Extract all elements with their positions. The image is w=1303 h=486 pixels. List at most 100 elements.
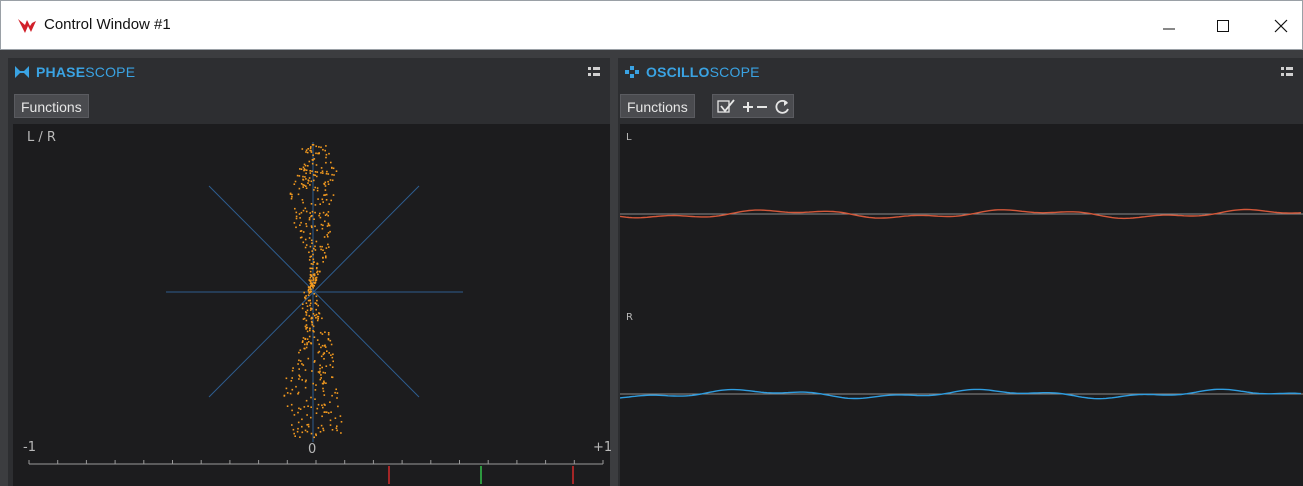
phasescope-plot [28,142,604,484]
phase-dot [307,357,310,360]
panel-menu-icon[interactable] [1281,67,1293,77]
checkbox-check-icon[interactable] [717,99,735,115]
phase-dot [315,434,317,437]
phase-dot [327,338,330,340]
phase-dot [316,319,319,322]
phase-dot [299,436,301,438]
phase-dot [316,339,319,341]
window-title: Control Window #1 [44,16,171,33]
phase-dot [313,293,316,295]
phase-dot [302,364,305,366]
phase-dot [311,285,314,288]
phase-dot [322,427,324,430]
phase-dot [297,391,300,394]
phase-dot [307,423,310,426]
plus-minus-icon[interactable] [741,99,769,115]
phase-dot [315,295,318,298]
phase-dot [314,225,316,228]
phase-dot [319,245,322,248]
phasescope-corner-label: L / R [27,130,56,145]
maximize-button[interactable] [1200,1,1246,51]
phase-dot [293,432,295,435]
phase-dot [310,432,313,435]
phase-dot [303,406,306,408]
phase-dot [327,412,330,414]
phase-dot [324,331,326,333]
phase-dot [294,207,296,210]
phase-dot [315,433,317,435]
phasescope-title-rest: SCOPE [85,64,136,80]
phase-dot [289,392,292,395]
phase-dot [327,243,329,246]
phase-dot [311,159,314,161]
phase-dot [340,432,342,434]
phase-dot [325,199,328,201]
phase-dot [318,146,320,148]
phase-dot [336,425,338,427]
phase-dot [310,203,313,205]
phase-dot [296,174,299,177]
oscilloscope-title: OSCILLOSCOPE [646,64,760,80]
phase-dot [312,325,315,328]
phase-dot [336,429,338,432]
phase-dot [330,199,332,202]
phase-dot [298,374,300,377]
phase-dot [315,313,318,316]
phase-dot [313,273,316,275]
phase-dot [327,224,330,226]
oscilloscope-icon [625,66,639,78]
phase-dot [321,415,323,418]
phase-dot [327,173,330,175]
phase-dot [305,185,307,187]
phase-dot [339,415,342,417]
phase-dot [290,197,293,200]
phase-dot [294,435,296,437]
phase-dot [309,172,312,174]
phase-dot [325,172,328,175]
oscilloscope-header: OSCILLOSCOPE [618,58,1303,86]
phase-dot [297,421,300,424]
phase-dot [317,317,319,320]
refresh-icon[interactable] [773,98,791,116]
phase-dot [313,179,315,182]
phase-dot [334,391,336,394]
phase-dot [316,229,318,232]
phase-dot [312,313,315,315]
phase-dot [305,326,308,329]
phase-dot [307,148,309,150]
phase-dot [322,261,324,263]
phase-dot [309,232,312,235]
phase-dot [330,354,332,356]
phase-dot [322,211,325,214]
phase-dot [305,169,308,171]
phase-dot [322,390,325,392]
panel-menu-icon[interactable] [588,67,600,77]
phase-dot [299,236,302,239]
phase-dot [318,350,321,353]
phase-dot [331,366,334,368]
minimize-button[interactable] [1146,1,1192,51]
phase-dot [301,307,304,310]
close-button[interactable] [1258,1,1303,51]
phase-dot [323,358,325,360]
phase-dot [302,231,305,233]
phase-dot [309,291,312,294]
phase-dot [317,427,320,429]
phase-dot [314,186,316,189]
phase-dot [308,341,310,343]
phasescope-functions-button[interactable]: Functions [14,94,89,118]
phase-dot [312,154,314,156]
phase-dot [323,194,325,196]
phase-dot [332,194,335,196]
phase-dot [325,255,327,257]
phase-dot [331,429,334,431]
phase-dot [295,217,298,220]
phase-dot [324,194,326,196]
phase-dot [332,360,334,363]
phase-dot [310,317,313,320]
phase-dot [313,247,315,250]
phase-dot [301,418,303,421]
phase-dot [323,252,326,254]
phase-dot [319,270,321,273]
oscilloscope-functions-button[interactable]: Functions [620,94,695,118]
